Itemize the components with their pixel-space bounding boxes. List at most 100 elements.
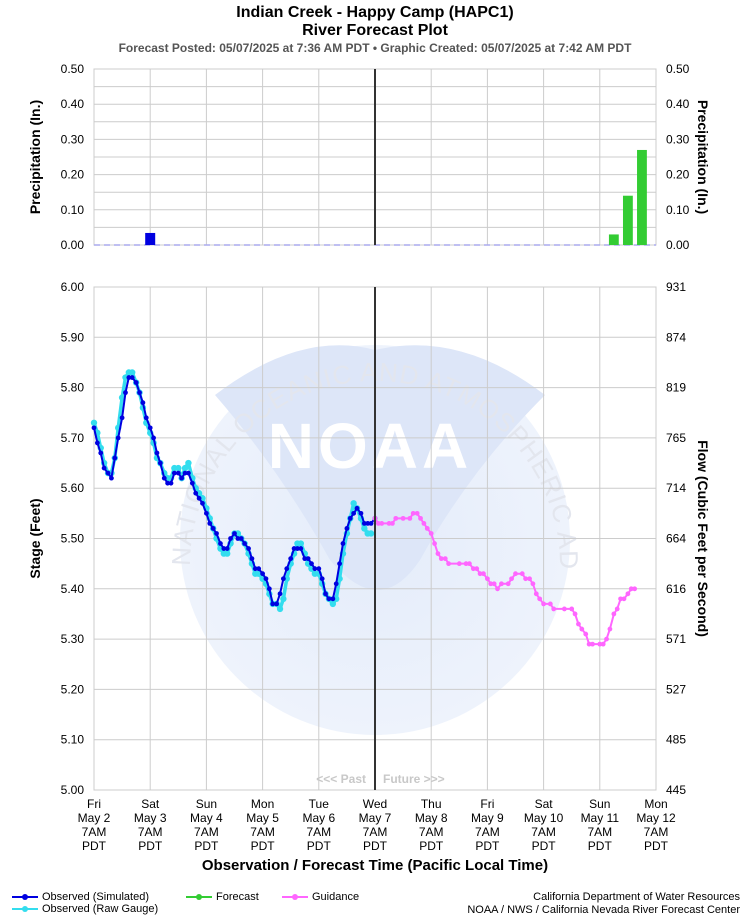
xtick-day: Sun <box>589 797 610 811</box>
precip-ylabel-right: Precipitation (In.) <box>695 100 711 214</box>
stage-ytick: 5.80 <box>61 381 85 395</box>
series-observed-sim-point <box>274 601 280 607</box>
series-observed-sim-point <box>312 566 318 572</box>
legend-label-observed-sim: Observed (Simulated) <box>42 891 149 903</box>
series-observed-sim-point <box>337 561 342 567</box>
xtick-time: 7AM <box>531 825 556 839</box>
series-guidance-point <box>421 521 427 526</box>
series-guidance-point <box>618 596 623 602</box>
xtick-day: Wed <box>363 797 387 811</box>
xtick-tz: PDT <box>307 839 332 853</box>
series-guidance-point <box>523 576 529 582</box>
series-guidance-point <box>551 606 557 612</box>
series-guidance-point <box>547 601 553 607</box>
series-observed-sim-point <box>263 576 269 582</box>
series-guidance-point <box>590 641 595 647</box>
legend-label-guidance: Guidance <box>312 891 360 903</box>
series-observed-sim-point <box>305 556 311 562</box>
series-guidance-point <box>614 606 620 612</box>
series-observed-sim-point <box>252 566 258 572</box>
precip-ytick-right: 0.30 <box>666 132 690 146</box>
series-guidance-point <box>488 581 494 587</box>
xtick-tz: PDT <box>194 839 219 853</box>
series-guidance-point <box>400 515 406 521</box>
series-observed-sim-point <box>105 470 111 476</box>
series-guidance-point <box>414 510 420 516</box>
series-guidance-point <box>435 551 441 556</box>
series-observed-raw-point <box>367 530 375 537</box>
series-observed-sim-point <box>133 380 139 385</box>
precip-forecast-bar <box>608 234 619 245</box>
flow-ytick: 445 <box>666 783 686 797</box>
past-label: <<< Past <box>316 772 366 786</box>
flow-ytick: 527 <box>666 682 686 696</box>
xtick-time: 7AM <box>644 825 669 839</box>
xtick-time: 7AM <box>419 825 444 839</box>
series-guidance-point <box>463 561 469 567</box>
series-observed-sim-point <box>154 450 160 456</box>
series-observed-sim-point <box>235 536 241 541</box>
series-observed-sim-point <box>365 521 371 526</box>
precip-ytick-right: 0.50 <box>666 62 690 76</box>
series-observed-sim-point <box>123 390 128 396</box>
flow-ytick: 874 <box>666 330 686 344</box>
chart-title: Indian Creek - Happy Camp (HAPC1) <box>236 4 514 21</box>
series-observed-sim-point <box>115 435 121 441</box>
series-observed-sim-point <box>109 475 114 481</box>
series-guidance-point <box>583 631 589 637</box>
xtick-time: 7AM <box>250 825 275 839</box>
precip-ytick-left: 0.10 <box>61 203 85 217</box>
xtick-time: 7AM <box>363 825 388 839</box>
flow-ytick: 664 <box>666 532 686 546</box>
series-observed-sim-point <box>347 515 353 521</box>
series-guidance-point <box>495 586 500 592</box>
series-observed-sim-point <box>182 470 188 476</box>
legend-forecast: Forecast <box>186 891 259 903</box>
noaa-watermark: NOAA NATIONAL OCEANIC AND ATMOSPHERIC AD… <box>0 0 583 735</box>
xtick-day: Mon <box>644 797 667 811</box>
series-guidance-point <box>519 571 525 577</box>
series-observed-sim-point <box>354 505 360 511</box>
series-guidance-point <box>428 531 434 536</box>
series-observed-sim-point <box>98 450 104 456</box>
series-guidance-point <box>579 626 585 632</box>
series-observed-raw-point <box>350 500 357 507</box>
series-guidance-point <box>632 586 638 592</box>
stage-ytick: 5.40 <box>61 582 85 596</box>
river-forecast-chart: NOAA NATIONAL OCEANIC AND ATMOSPHERIC AD… <box>0 0 711 874</box>
precip-ylabel-left: Precipitation (In.) <box>27 100 43 214</box>
flow-ytick: 765 <box>666 431 686 445</box>
series-guidance-point <box>481 571 486 577</box>
precip-forecast-bar <box>637 149 647 245</box>
xtick-date: May 10 <box>524 811 564 825</box>
series-observed-sim-point <box>302 556 308 562</box>
precip-ytick-left: 0.00 <box>61 238 85 252</box>
series-guidance-point <box>386 521 392 526</box>
series-guidance-point <box>505 581 511 587</box>
series-observed-sim-point <box>94 440 100 446</box>
series-guidance-point <box>527 576 532 582</box>
series-observed-sim-point <box>280 576 286 582</box>
series-observed-sim <box>91 375 378 607</box>
xtick-date: May 4 <box>190 811 223 825</box>
precip-ytick-right: 0.40 <box>666 97 690 111</box>
series-observed-sim-point <box>344 526 350 531</box>
series-observed-sim-point <box>232 531 237 536</box>
series-guidance-point <box>597 641 603 647</box>
series-observed-sim-point <box>249 556 255 562</box>
series-guidance-point <box>569 606 575 612</box>
series-guidance-point <box>474 566 480 572</box>
series-guidance-point <box>628 586 634 592</box>
stage-ytick: 5.50 <box>61 532 85 546</box>
precip-ytick-left: 0.30 <box>61 132 85 146</box>
xtick-day: Sat <box>141 797 160 811</box>
series-observed-sim-point <box>309 561 314 567</box>
series-guidance-point <box>604 636 609 642</box>
series-observed-raw-point <box>280 595 287 603</box>
legend-observed-sim: Observed (Simulated) <box>12 891 149 903</box>
xtick-tz: PDT <box>588 839 613 853</box>
xtick-tz: PDT <box>419 839 444 853</box>
xtick-date: May 8 <box>415 811 448 825</box>
series-observed-sim-point <box>112 455 118 461</box>
series-observed-sim-point <box>319 576 325 582</box>
